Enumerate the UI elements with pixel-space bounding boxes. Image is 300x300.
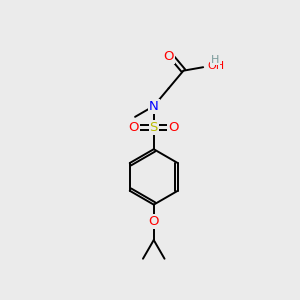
Text: O: O (163, 50, 174, 63)
Text: O: O (148, 215, 159, 228)
Text: N: N (149, 100, 159, 112)
Text: H: H (211, 55, 219, 64)
Text: O: O (169, 121, 179, 134)
Text: S: S (150, 121, 158, 134)
Text: O: O (128, 121, 139, 134)
Text: OH: OH (208, 61, 225, 71)
